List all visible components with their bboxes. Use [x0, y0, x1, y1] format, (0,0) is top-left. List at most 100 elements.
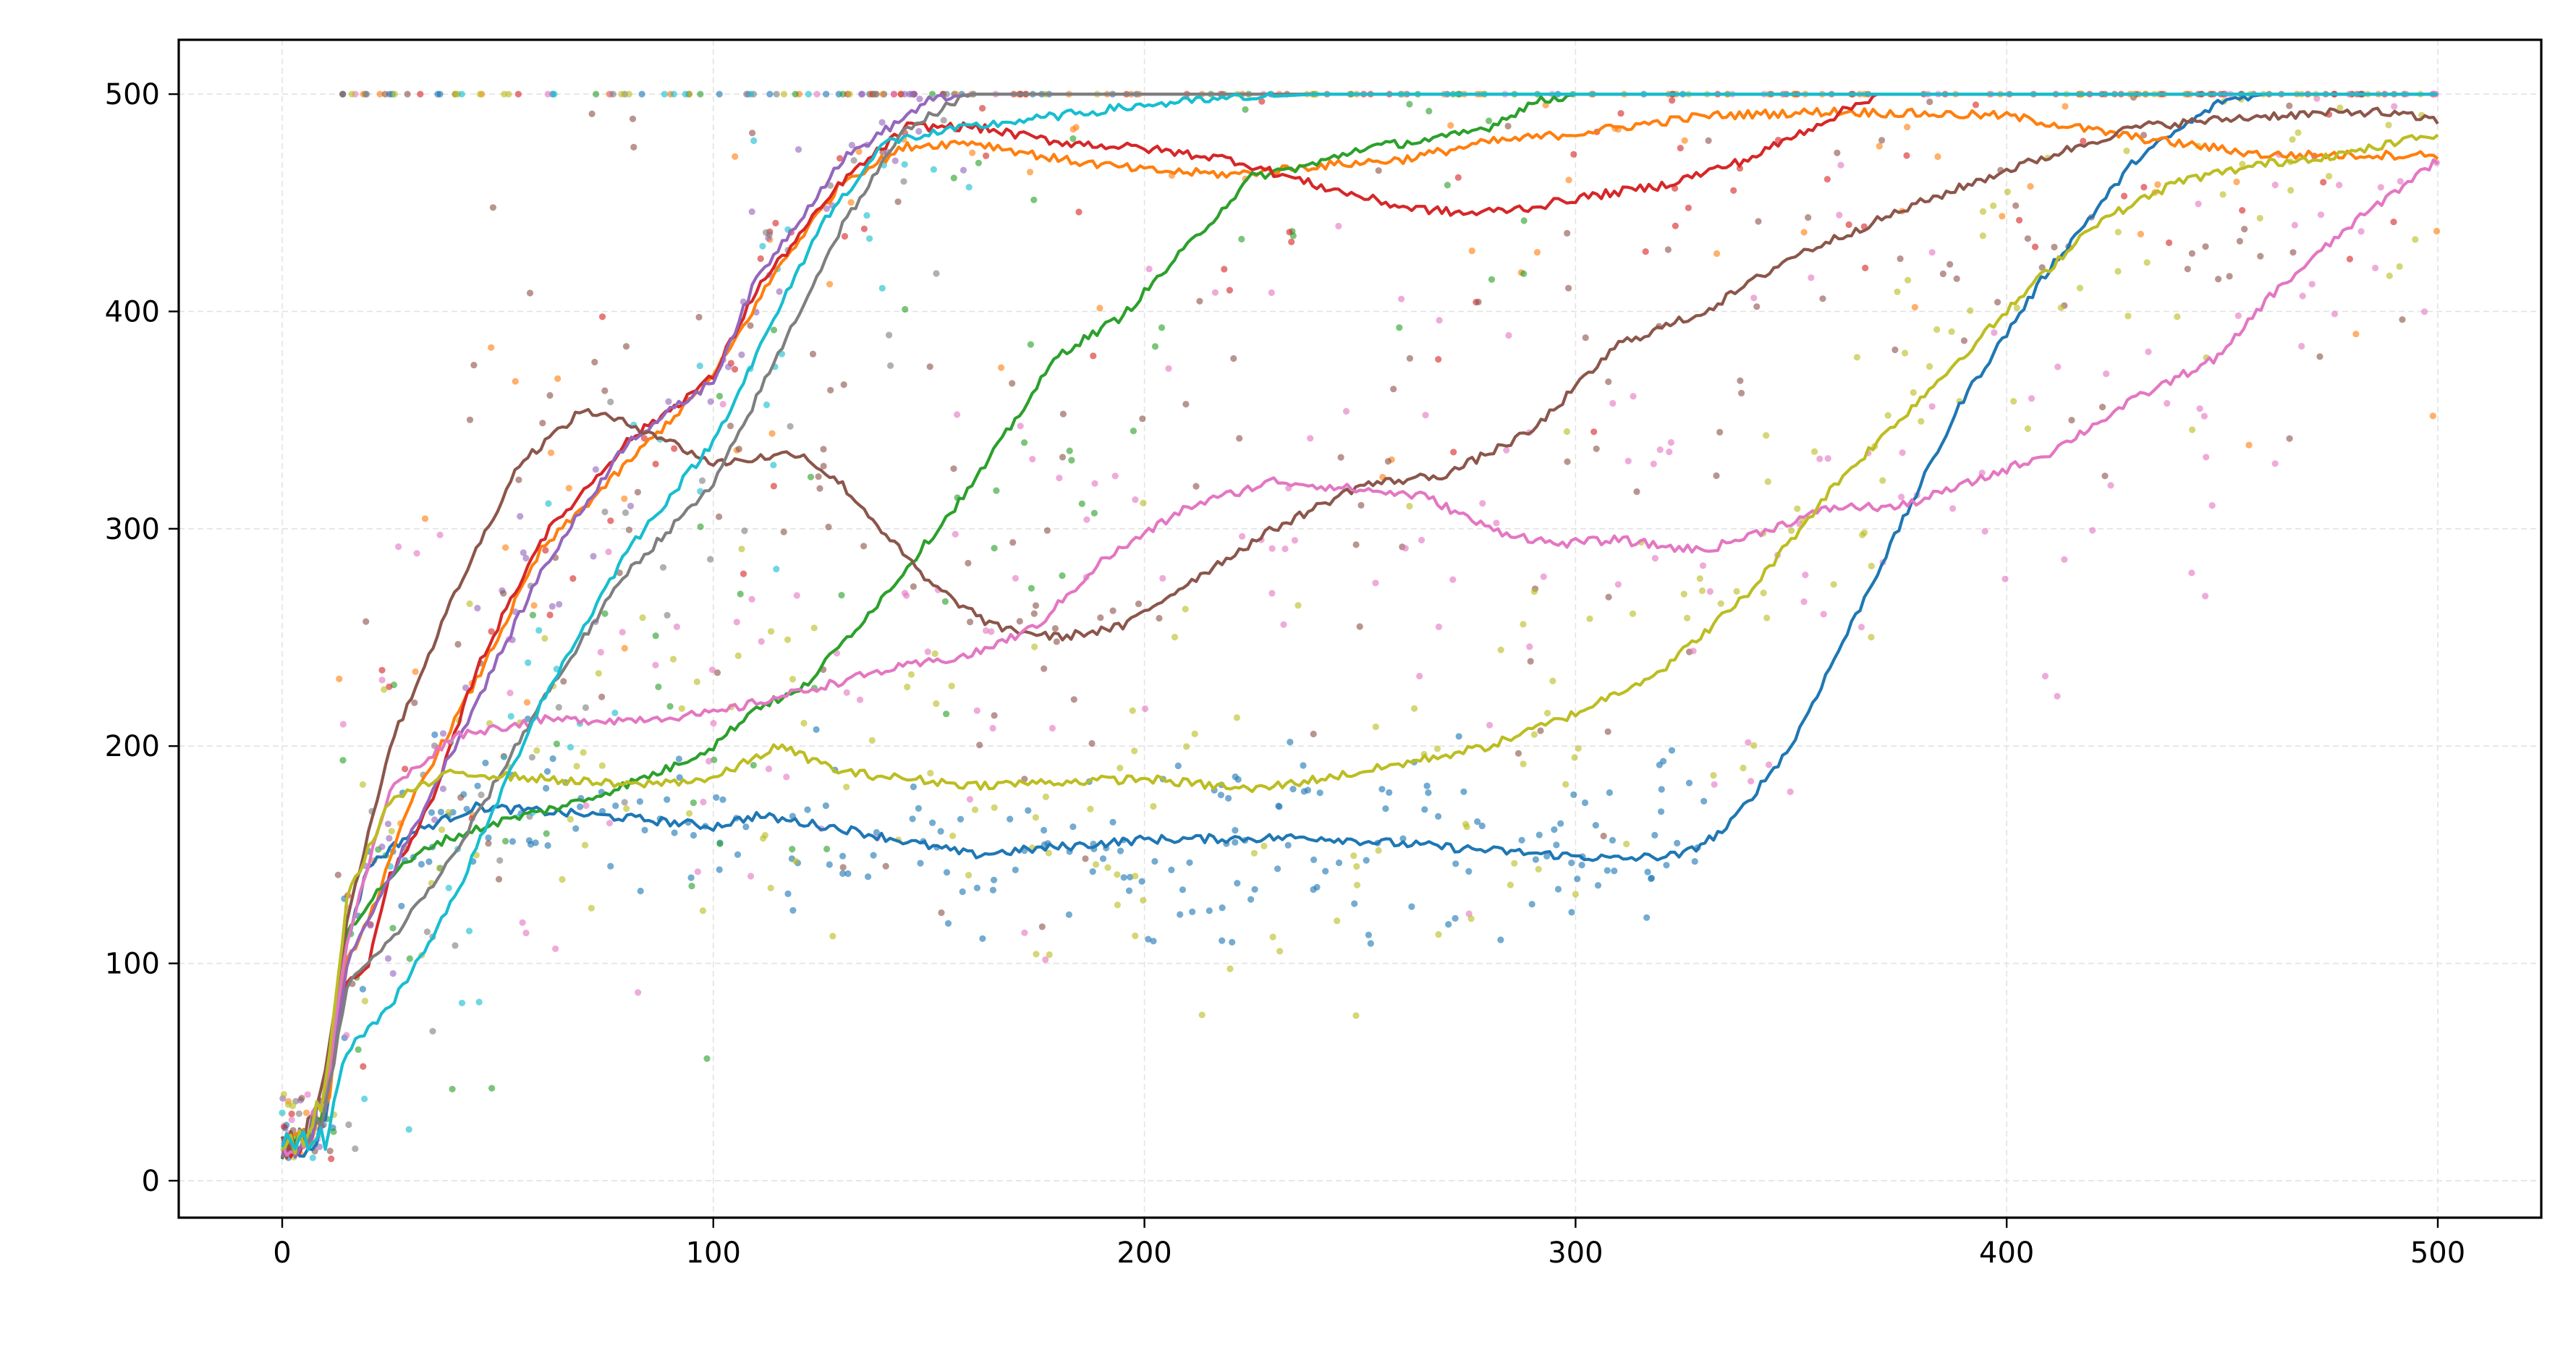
- data-point: [359, 985, 366, 993]
- data-point: [391, 90, 398, 98]
- data-point: [598, 313, 606, 321]
- data-point: [1043, 527, 1051, 534]
- data-point: [1658, 808, 1665, 815]
- data-point: [431, 731, 438, 739]
- data-point: [1351, 900, 1358, 907]
- series-8-points: [280, 90, 2425, 1161]
- data-point: [1543, 852, 1551, 860]
- data-point: [607, 398, 614, 406]
- data-point: [533, 747, 541, 754]
- data-point: [1532, 856, 1539, 863]
- data-point: [1904, 124, 1911, 131]
- data-point: [1926, 362, 1933, 370]
- data-point: [1658, 786, 1665, 793]
- data-point: [1357, 501, 1365, 509]
- data-point: [2271, 182, 2279, 189]
- data-point: [607, 517, 614, 525]
- data-point: [915, 805, 922, 812]
- series-4-points: [279, 90, 967, 1150]
- data-point: [1717, 600, 1724, 607]
- data-point: [926, 363, 933, 370]
- data-point: [1450, 449, 1457, 456]
- data-point: [2239, 207, 2246, 214]
- data-point: [1520, 217, 1528, 224]
- data-point: [1140, 896, 1147, 904]
- x-tick-label: 300: [1548, 1236, 1603, 1270]
- data-point: [1860, 529, 1868, 537]
- data-point: [609, 90, 617, 98]
- data-point: [2234, 312, 2242, 319]
- data-point: [1059, 410, 1067, 417]
- data-point: [1221, 266, 1228, 273]
- data-point: [1226, 287, 1233, 294]
- data-point: [1520, 270, 1528, 277]
- data-point: [530, 602, 538, 609]
- data-point: [1465, 867, 1473, 875]
- data-point: [1090, 352, 1097, 360]
- data-point: [2202, 593, 2209, 600]
- data-point: [1276, 948, 1284, 955]
- data-point: [413, 550, 420, 557]
- data-point: [1151, 857, 1158, 865]
- data-point: [2295, 129, 2302, 136]
- data-point: [694, 868, 701, 875]
- data-point: [930, 166, 937, 173]
- data-point: [959, 166, 967, 174]
- data-point: [1853, 354, 1860, 361]
- data-point: [302, 1109, 310, 1116]
- data-point: [553, 740, 561, 747]
- data-point: [1132, 932, 1139, 940]
- data-point: [688, 883, 695, 890]
- data-point: [949, 832, 957, 839]
- data-point: [983, 627, 990, 635]
- data-point: [1335, 222, 1342, 230]
- data-point: [2080, 137, 2087, 145]
- data-point: [1911, 304, 1918, 311]
- data-point: [1700, 797, 1708, 805]
- data-point: [870, 90, 878, 98]
- data-point: [582, 802, 590, 810]
- data-point: [1334, 917, 1341, 925]
- data-point: [2308, 281, 2316, 288]
- data-point: [1557, 820, 1564, 827]
- data-point: [1617, 110, 1624, 117]
- data-point: [588, 110, 596, 117]
- data-point: [543, 768, 551, 775]
- data-point: [1353, 881, 1361, 888]
- data-point: [1497, 936, 1504, 943]
- data-point: [671, 829, 678, 836]
- data-point: [1363, 857, 1370, 864]
- data-point: [924, 648, 931, 655]
- data-point: [2291, 221, 2298, 229]
- data-point: [1280, 621, 1287, 628]
- data-point: [334, 871, 342, 878]
- data-point: [640, 435, 648, 442]
- data-point: [1705, 137, 1712, 144]
- data-point: [1891, 346, 1899, 354]
- data-point: [439, 785, 447, 792]
- data-point: [2336, 104, 2344, 111]
- data-point: [470, 362, 478, 369]
- data-point: [747, 873, 755, 880]
- data-point: [1045, 849, 1052, 857]
- data-point: [509, 838, 517, 845]
- data-point: [933, 700, 940, 708]
- data-point: [805, 90, 812, 98]
- data-point: [2062, 103, 2069, 110]
- data-point: [485, 834, 492, 841]
- data-point: [909, 815, 916, 823]
- data-point: [625, 90, 632, 98]
- data-point: [361, 1095, 368, 1103]
- data-point: [2143, 259, 2151, 266]
- data-point: [363, 618, 370, 625]
- data-point: [1504, 122, 1512, 130]
- data-point: [747, 322, 754, 329]
- data-point: [425, 858, 433, 865]
- data-point: [937, 828, 944, 835]
- data-point: [551, 90, 558, 98]
- data-point: [1990, 202, 1997, 209]
- data-point: [598, 807, 606, 815]
- data-point: [750, 137, 758, 145]
- data-point: [1571, 754, 1578, 761]
- data-point: [1666, 448, 1673, 456]
